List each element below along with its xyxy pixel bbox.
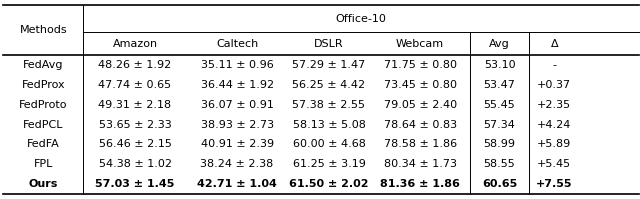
Text: 57.38 ± 2.55: 57.38 ± 2.55 — [292, 100, 365, 110]
Text: 47.74 ± 0.65: 47.74 ± 0.65 — [99, 80, 172, 90]
Text: 78.64 ± 0.83: 78.64 ± 0.83 — [383, 120, 457, 130]
Text: +0.37: +0.37 — [537, 80, 572, 90]
Text: FedProto: FedProto — [19, 100, 67, 110]
Text: 53.65 ± 2.33: 53.65 ± 2.33 — [99, 120, 172, 130]
Text: +5.45: +5.45 — [537, 159, 572, 169]
Text: 58.55: 58.55 — [484, 159, 515, 169]
Text: 60.65: 60.65 — [482, 179, 517, 189]
Text: Amazon: Amazon — [113, 39, 157, 49]
Text: 61.25 ± 3.19: 61.25 ± 3.19 — [292, 159, 365, 169]
Text: Avg: Avg — [489, 39, 510, 49]
Text: +7.55: +7.55 — [536, 179, 573, 189]
Text: 40.91 ± 2.39: 40.91 ± 2.39 — [200, 139, 274, 149]
Text: 36.07 ± 0.91: 36.07 ± 0.91 — [201, 100, 273, 110]
Text: 73.45 ± 0.80: 73.45 ± 0.80 — [383, 80, 457, 90]
Text: 49.31 ± 2.18: 49.31 ± 2.18 — [99, 100, 172, 110]
Text: 36.44 ± 1.92: 36.44 ± 1.92 — [200, 80, 274, 90]
Text: Webcam: Webcam — [396, 39, 444, 49]
Text: FedFA: FedFA — [27, 139, 60, 149]
Text: Caltech: Caltech — [216, 39, 259, 49]
Text: 78.58 ± 1.86: 78.58 ± 1.86 — [383, 139, 457, 149]
Text: Office-10: Office-10 — [335, 14, 387, 24]
Text: -: - — [552, 60, 556, 70]
Text: Methods: Methods — [19, 25, 67, 35]
Text: 53.47: 53.47 — [484, 80, 515, 90]
Text: Ours: Ours — [29, 179, 58, 189]
Text: +4.24: +4.24 — [537, 120, 572, 130]
Text: 38.24 ± 2.38: 38.24 ± 2.38 — [200, 159, 274, 169]
Text: 56.25 ± 4.42: 56.25 ± 4.42 — [292, 80, 365, 90]
Text: FedAvg: FedAvg — [23, 60, 63, 70]
Text: 48.26 ± 1.92: 48.26 ± 1.92 — [99, 60, 172, 70]
Text: 57.29 ± 1.47: 57.29 ± 1.47 — [292, 60, 365, 70]
Text: 42.71 ± 1.04: 42.71 ± 1.04 — [197, 179, 277, 189]
Text: 61.50 ± 2.02: 61.50 ± 2.02 — [289, 179, 369, 189]
Text: 56.46 ± 2.15: 56.46 ± 2.15 — [99, 139, 172, 149]
Text: 71.75 ± 0.80: 71.75 ± 0.80 — [383, 60, 457, 70]
Text: 80.34 ± 1.73: 80.34 ± 1.73 — [383, 159, 457, 169]
Text: 54.38 ± 1.02: 54.38 ± 1.02 — [99, 159, 172, 169]
Text: +2.35: +2.35 — [537, 100, 572, 110]
Text: 60.00 ± 4.68: 60.00 ± 4.68 — [292, 139, 365, 149]
Text: 57.34: 57.34 — [484, 120, 515, 130]
Text: DSLR: DSLR — [314, 39, 344, 49]
Text: 35.11 ± 0.96: 35.11 ± 0.96 — [201, 60, 273, 70]
Text: 55.45: 55.45 — [484, 100, 515, 110]
Text: 38.93 ± 2.73: 38.93 ± 2.73 — [200, 120, 274, 130]
Text: FedPCL: FedPCL — [23, 120, 63, 130]
Text: Δ: Δ — [550, 39, 558, 49]
Text: 53.10: 53.10 — [484, 60, 515, 70]
Text: 58.99: 58.99 — [484, 139, 516, 149]
Text: 58.13 ± 5.08: 58.13 ± 5.08 — [292, 120, 365, 130]
Text: 57.03 ± 1.45: 57.03 ± 1.45 — [95, 179, 175, 189]
Text: 79.05 ± 2.40: 79.05 ± 2.40 — [383, 100, 457, 110]
Text: +5.89: +5.89 — [537, 139, 572, 149]
Text: FPL: FPL — [33, 159, 53, 169]
Text: FedProx: FedProx — [21, 80, 65, 90]
Text: 81.36 ± 1.86: 81.36 ± 1.86 — [380, 179, 460, 189]
